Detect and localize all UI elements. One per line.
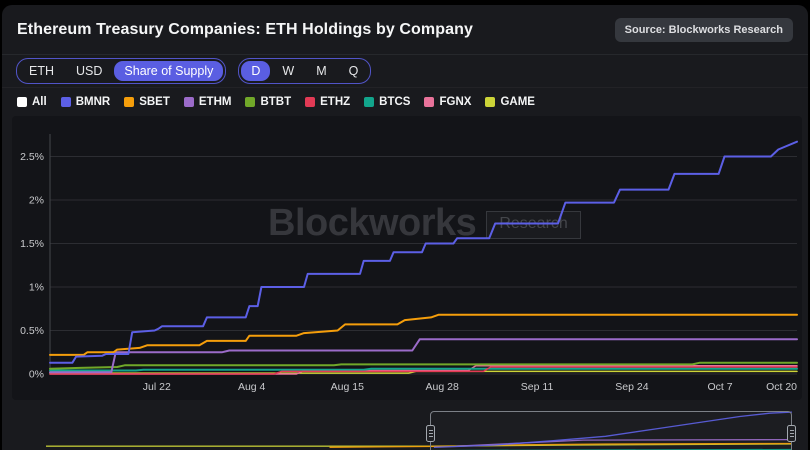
legend-label: All [32, 96, 47, 108]
legend-label: FGNX [439, 96, 472, 108]
game-swatch-icon [485, 97, 496, 107]
dashboard-card: Ethereum Treasury Companies: ETH Holding… [2, 5, 808, 450]
all-swatch-icon [17, 97, 27, 107]
header: Ethereum Treasury Companies: ETH Holding… [2, 5, 808, 55]
x-tick-label: Aug 4 [238, 381, 266, 393]
legend-item-btbt[interactable]: BTBT [245, 96, 291, 108]
x-tick-label: Aug 15 [331, 381, 364, 393]
btcs-swatch-icon [364, 97, 375, 107]
y-tick-label: 2.5% [20, 151, 44, 163]
brush-handle-right[interactable] [787, 425, 796, 442]
fgnx-swatch-icon [424, 97, 435, 107]
brush-selection[interactable] [426, 411, 796, 450]
legend-item-bmnr[interactable]: BMNR [60, 96, 111, 108]
series-line-ethm [49, 338, 798, 374]
series-line-bmnr [49, 140, 798, 364]
bmnr-swatch-icon [60, 97, 71, 107]
sbet-swatch-icon [124, 97, 135, 107]
chart-plot-area[interactable] [12, 116, 802, 400]
toggle-option-usd[interactable]: USD [66, 61, 112, 81]
legend-label: SBET [139, 96, 170, 108]
toggle-option-share-of-supply[interactable]: Share of Supply [114, 61, 224, 81]
legend-item-all[interactable]: All [17, 96, 47, 108]
toggle-option-w[interactable]: W [272, 61, 304, 81]
btbt-swatch-icon [245, 97, 256, 107]
legend-item-ethz[interactable]: ETHZ [305, 96, 350, 108]
minimap-line-bmnr [433, 411, 793, 448]
toggle-option-q[interactable]: Q [339, 61, 369, 81]
series-line-ethz [49, 366, 798, 375]
series-line-btbt [49, 361, 798, 370]
series-line-btcs [49, 367, 798, 372]
legend-label: GAME [500, 96, 535, 108]
series-line-sbet [49, 313, 798, 356]
y-tick-label: 0.5% [20, 325, 44, 337]
y-tick-label: 1.5% [20, 238, 44, 250]
y-tick-label: 2% [29, 195, 44, 207]
legend-label: ETHZ [320, 96, 351, 108]
legend-item-fgnx[interactable]: FGNX [424, 96, 471, 108]
x-tick-label: Sep 11 [521, 381, 554, 393]
chart-legend: All BMNR SBET ETHM BTBT ETHZ BTCS FGNX GAME [2, 88, 808, 116]
series-line-game [49, 370, 798, 374]
ethm-swatch-icon [183, 97, 194, 107]
x-tick-label: Oct 7 [708, 381, 733, 393]
page-title: Ethereum Treasury Companies: ETH Holding… [17, 20, 473, 38]
y-tick-label: 1% [29, 282, 44, 294]
x-tick-label: Aug 28 [426, 381, 459, 393]
y-tick-label: 0% [29, 369, 44, 381]
source-badge: Source: Blockworks Research [614, 17, 793, 42]
chart-panel: 0% 0.5% 1% 1.5% 2% 2.5% Jul 22 Aug 4 Aug 15 Aug 2… [12, 116, 802, 400]
chart-grid: 0% 0.5% 1% 1.5% 2% 2.5% Jul 22 Aug 4 Aug 15 Aug 2… [20, 134, 797, 393]
legend-item-game[interactable]: GAME [485, 96, 535, 108]
unit-toggle-group: ETH USD Share of Supply [16, 58, 227, 84]
legend-item-btcs[interactable]: BTCS [364, 96, 410, 108]
brush-handle-left[interactable] [426, 425, 435, 442]
legend-label: BMNR [75, 96, 111, 108]
legend-label: ETHM [198, 96, 232, 108]
legend-item-ethm[interactable]: ETHM [183, 96, 232, 108]
ethz-swatch-icon [305, 97, 316, 107]
range-selector [12, 400, 802, 450]
toggle-option-m[interactable]: M [306, 61, 336, 81]
legend-label: BTBT [260, 96, 292, 108]
x-tick-label: Sep 24 [615, 381, 648, 393]
x-tick-label: Jul 22 [143, 381, 171, 393]
toggle-option-eth[interactable]: ETH [19, 61, 64, 81]
legend-label: BTCS [379, 96, 411, 108]
x-tick-label: Oct 20 [766, 381, 797, 393]
toggle-option-d[interactable]: D [241, 61, 271, 81]
legend-item-sbet[interactable]: SBET [124, 96, 170, 108]
